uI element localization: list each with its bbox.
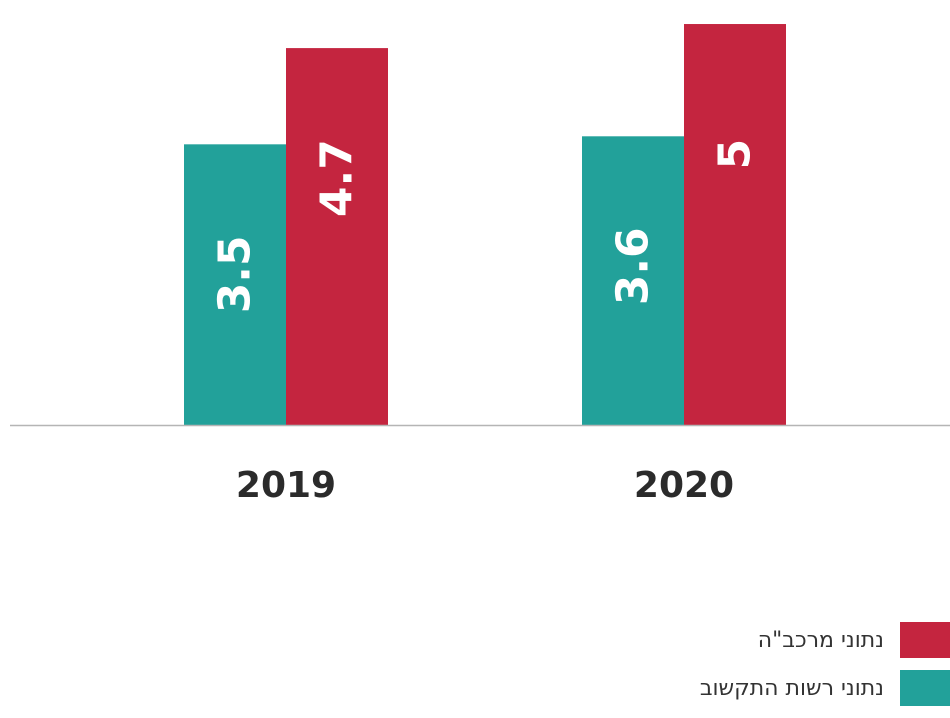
bar-2020-series-1: [582, 136, 684, 425]
bar-2019-series-2: [286, 48, 388, 426]
legend-swatch-series-1: [900, 670, 950, 706]
value-label-2020-series-2: 5: [710, 139, 761, 170]
bar-chart: 3.5 4.7 3.6 5 2019 2020: [10, 24, 950, 506]
value-label-2019-series-2: 4.7: [312, 139, 363, 217]
legend-swatch-series-2: [900, 622, 950, 658]
bar-2019-series-1: [184, 144, 286, 426]
x-tick-label-2019: 2019: [236, 465, 336, 506]
value-labels-group: 3.5 4.7 3.6 5: [210, 139, 761, 314]
x-tick-label-2020: 2020: [634, 465, 734, 506]
legend-label-series-1: נתוני רשות התקשוב: [699, 675, 884, 701]
bars-group: [184, 24, 786, 426]
x-tick-labels-group: 2019 2020: [236, 465, 734, 506]
legend: נתוני מרכב"ה נתוני רשות התקשוב: [700, 622, 950, 718]
legend-item-series-2: נתוני מרכב"ה: [700, 622, 950, 658]
bar-2020-series-2: [684, 24, 786, 426]
legend-label-series-2: נתוני מרכב"ה: [757, 627, 884, 653]
value-label-2020-series-1: 3.6: [608, 227, 659, 305]
legend-item-series-1: נתוני רשות התקשוב: [700, 670, 950, 706]
value-label-2019-series-1: 3.5: [210, 235, 261, 313]
